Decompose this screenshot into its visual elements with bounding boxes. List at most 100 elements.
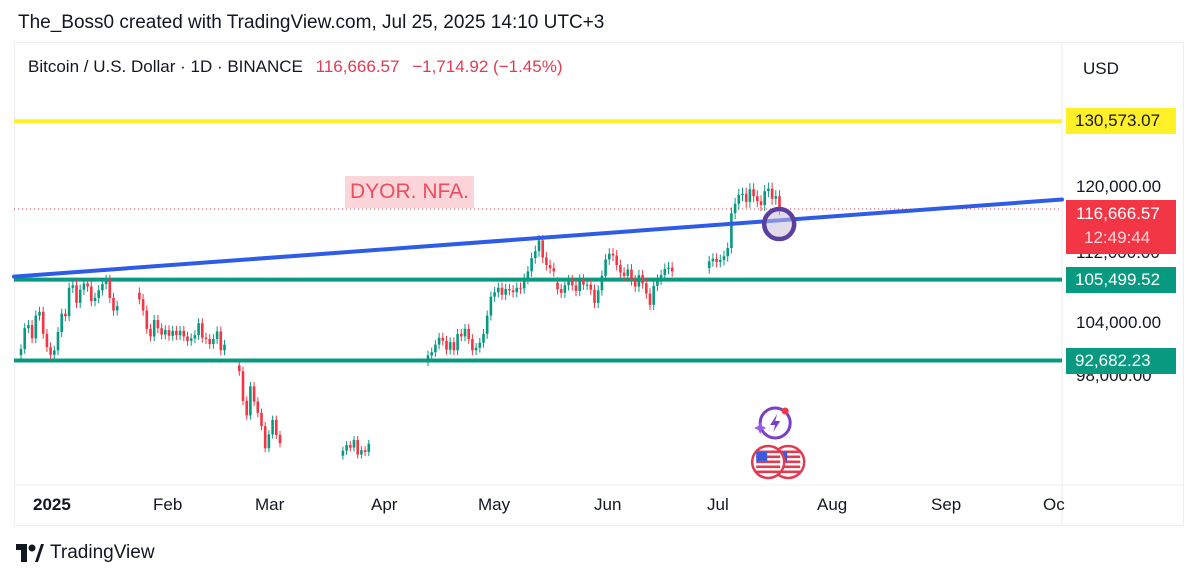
candle-body: [759, 201, 763, 206]
candle-body: [593, 289, 596, 303]
candle-body: [559, 289, 563, 293]
tradingview-logo[interactable]: TradingView: [16, 542, 155, 564]
candle-body: [49, 347, 52, 355]
candle-body: [778, 196, 781, 210]
candle-body: [152, 320, 156, 337]
candle-body: [556, 282, 559, 290]
candle-body: [626, 269, 630, 276]
candle-body: [86, 283, 89, 287]
candle-body: [645, 283, 648, 294]
candle-body: [189, 338, 193, 341]
candle-body: [722, 256, 726, 261]
candle-body: [34, 315, 38, 339]
candle-body: [497, 287, 500, 293]
candle-body: [574, 285, 578, 291]
candle-body: [215, 331, 219, 339]
candle-body: [356, 440, 359, 455]
candle-body: [223, 344, 226, 351]
candle-body: [75, 285, 78, 303]
level-badge: 105,499.52: [1066, 266, 1176, 293]
candle-body: [249, 386, 252, 416]
candle-body: [252, 386, 256, 402]
candle-body: [263, 426, 267, 449]
candle-body: [175, 330, 178, 336]
lightning-event-icon: [754, 406, 792, 440]
candle-body: [182, 330, 186, 337]
candle-body: [474, 347, 478, 351]
candle-body: [537, 240, 541, 252]
candle-body: [604, 259, 607, 276]
candle-body: [608, 253, 611, 260]
candle-body: [667, 267, 670, 269]
candle-body: [596, 290, 600, 303]
candle-body: [434, 344, 437, 353]
candle-body: [530, 258, 533, 272]
x-tick-label: Jun: [594, 495, 622, 514]
x-tick-label: Feb: [153, 495, 183, 514]
candle-body: [452, 342, 456, 351]
candle-body: [600, 275, 604, 291]
candle-body: [186, 336, 189, 341]
candle-body: [426, 355, 430, 362]
candle-body: [670, 267, 674, 272]
candle-body: [67, 287, 71, 317]
candle-body: [456, 333, 459, 351]
level-badge: 92,682.23: [1066, 347, 1176, 374]
candle-body: [508, 289, 511, 291]
annotation-label[interactable]: DYOR. NFA.: [345, 176, 475, 208]
candle-body: [241, 371, 245, 401]
created-with-caption: The_Boss0 created with TradingView.com, …: [18, 12, 605, 33]
candle-body: [641, 275, 644, 284]
candle-body: [201, 323, 204, 338]
candle-body: [30, 325, 34, 339]
candle-body: [53, 350, 56, 355]
bar-countdown: 12:49:44: [1084, 228, 1151, 247]
candle-body: [367, 443, 371, 453]
candle-body: [478, 342, 482, 348]
x-tick-label: 2025: [33, 495, 71, 514]
candle-body: [500, 287, 504, 295]
candle-body: [238, 365, 241, 372]
candle-body: [145, 310, 149, 329]
candle-body: [567, 280, 570, 286]
candle-body: [471, 338, 474, 351]
candle-body: [485, 315, 489, 334]
last-price-value: 116,666.57: [1076, 204, 1160, 223]
brand-name: TradingView: [50, 542, 155, 563]
candles: [19, 182, 781, 460]
candle-body: [275, 419, 278, 435]
candle-body: [363, 450, 367, 453]
candle-body: [138, 292, 141, 300]
candle-body: [770, 188, 774, 199]
candle-body: [522, 278, 526, 289]
candle-body: [467, 328, 470, 339]
candle-body: [156, 320, 160, 329]
candle-body: [656, 279, 659, 286]
y-tick-label: 104,000.00: [1076, 313, 1162, 332]
highlight-circle: [761, 206, 797, 242]
candle-body: [774, 196, 778, 199]
candle-body: [571, 280, 574, 286]
candle-body: [463, 328, 467, 337]
candle-body: [730, 213, 733, 249]
trendline-layer: [12, 197, 1064, 279]
x-tick-label: Aug: [817, 495, 848, 514]
candle-body: [615, 255, 618, 266]
candle-body: [352, 440, 356, 448]
chart-frame: [14, 42, 1184, 526]
currency-selector[interactable]: USD: [1083, 59, 1119, 78]
candle-body: [493, 292, 496, 297]
candle-body: [460, 333, 463, 337]
symbol-name[interactable]: Bitcoin / U.S. Dollar · 1D · BINANCE: [28, 57, 303, 76]
candle-body: [504, 289, 507, 295]
candle-body: [726, 248, 729, 257]
candle-body: [19, 349, 23, 356]
candle-body: [763, 191, 766, 206]
symbol-info-row[interactable]: Bitcoin / U.S. Dollar · 1D · BINANCE 116…: [28, 57, 562, 77]
candle-body: [545, 257, 548, 266]
candle-body: [733, 203, 737, 214]
candle-body: [633, 280, 637, 287]
candle-body: [448, 342, 452, 350]
candle-body: [101, 284, 104, 291]
